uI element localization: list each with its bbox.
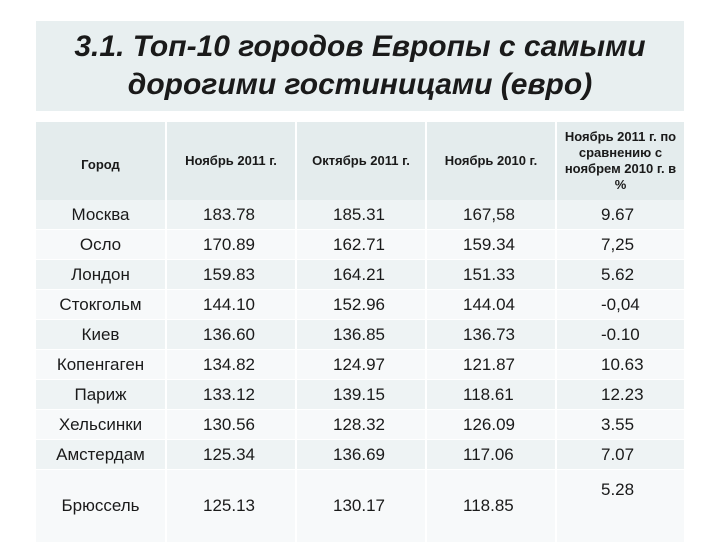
nov-2011-cell: 125.13 <box>166 469 297 543</box>
nov-2010-cell: 121.87 <box>426 349 557 380</box>
table-row: Осло 170.89 162.71 159.34 7,25 <box>36 229 684 260</box>
city-cell: Париж <box>36 379 167 410</box>
oct-2011-cell: 128.32 <box>296 409 427 440</box>
oct-2011-cell: 185.31 <box>296 200 427 230</box>
table-row: Москва 183.78 185.31 167,58 9.67 <box>36 200 684 230</box>
city-cell: Амстердам <box>36 439 167 470</box>
nov-2010-cell: 159.34 <box>426 229 557 260</box>
header-nov-2011: Ноябрь 2011 г. <box>166 122 297 200</box>
nov-2010-cell: 118.85 <box>426 469 557 543</box>
nov-2010-cell: 167,58 <box>426 200 557 230</box>
change-cell: 3.55 <box>556 409 684 440</box>
table-row: Брюссель 125.13 130.17 118.85 5.28 <box>36 469 684 543</box>
oct-2011-cell: 136.69 <box>296 439 427 470</box>
nov-2010-cell: 126.09 <box>426 409 557 440</box>
oct-2011-cell: 139.15 <box>296 379 427 410</box>
slide-title-line-1: 3.1. Топ-10 городов Европы с самыми <box>74 30 646 63</box>
oct-2011-cell: 124.97 <box>296 349 427 380</box>
nov-2011-cell: 170.89 <box>166 229 297 260</box>
header-nov-2010: Ноябрь 2010 г. <box>426 122 557 200</box>
oct-2011-cell: 130.17 <box>296 469 427 543</box>
city-cell: Лондон <box>36 259 167 290</box>
oct-2011-cell: 136.85 <box>296 319 427 350</box>
oct-2011-cell: 164.21 <box>296 259 427 290</box>
table-row: Копенгаген 134.82 124.97 121.87 10.63 <box>36 349 684 380</box>
nov-2011-cell: 130.56 <box>166 409 297 440</box>
table-row: Лондон 159.83 164.21 151.33 5.62 <box>36 259 684 290</box>
table-row: Хельсинки 130.56 128.32 126.09 3.55 <box>36 409 684 440</box>
oct-2011-cell: 162.71 <box>296 229 427 260</box>
table-header-row: Город Ноябрь 2011 г. Октябрь 2011 г. Ноя… <box>36 122 684 200</box>
table-row: Киев 136.60 136.85 136.73 -0.10 <box>36 319 684 350</box>
city-cell: Стокгольм <box>36 289 167 320</box>
city-cell: Брюссель <box>36 469 167 543</box>
nov-2010-cell: 144.04 <box>426 289 557 320</box>
table-row: Амстердам 125.34 136.69 117.06 7.07 <box>36 439 684 470</box>
city-cell: Копенгаген <box>36 349 167 380</box>
nov-2010-cell: 151.33 <box>426 259 557 290</box>
header-oct-2011: Октябрь 2011 г. <box>296 122 427 200</box>
nov-2010-cell: 117.06 <box>426 439 557 470</box>
nov-2011-cell: 133.12 <box>166 379 297 410</box>
nov-2010-cell: 136.73 <box>426 319 557 350</box>
header-city: Город <box>36 122 167 200</box>
hotel-prices-table-container: Город Ноябрь 2011 г. Октябрь 2011 г. Ноя… <box>36 122 684 543</box>
nov-2011-cell: 134.82 <box>166 349 297 380</box>
city-cell: Киев <box>36 319 167 350</box>
change-cell: 7,25 <box>556 229 684 260</box>
change-cell: 10.63 <box>556 349 684 380</box>
nov-2011-cell: 159.83 <box>166 259 297 290</box>
city-cell: Осло <box>36 229 167 260</box>
change-cell: 9.67 <box>556 200 684 230</box>
oct-2011-cell: 152.96 <box>296 289 427 320</box>
change-cell: -0.10 <box>556 319 684 350</box>
nov-2010-cell: 118.61 <box>426 379 557 410</box>
nov-2011-cell: 144.10 <box>166 289 297 320</box>
change-cell: 5.62 <box>556 259 684 290</box>
nov-2011-cell: 125.34 <box>166 439 297 470</box>
header-change-percent: Ноябрь 2011 г. по сравнению с ноябрем 20… <box>556 122 684 200</box>
hotel-prices-table: Город Ноябрь 2011 г. Октябрь 2011 г. Ноя… <box>36 122 684 543</box>
table-row: Париж 133.12 139.15 118.61 12.23 <box>36 379 684 410</box>
slide-title: 3.1. Топ-10 городов Европы с самыми доро… <box>74 28 645 104</box>
nov-2011-cell: 183.78 <box>166 200 297 230</box>
city-cell: Хельсинки <box>36 409 167 440</box>
nov-2011-cell: 136.60 <box>166 319 297 350</box>
city-cell: Москва <box>36 200 167 230</box>
change-cell: -0,04 <box>556 289 684 320</box>
table-row: Стокгольм 144.10 152.96 144.04 -0,04 <box>36 289 684 320</box>
change-cell: 12.23 <box>556 379 684 410</box>
change-cell: 7.07 <box>556 439 684 470</box>
slide-title-box: 3.1. Топ-10 городов Европы с самыми доро… <box>36 21 684 111</box>
change-cell: 5.28 <box>556 469 684 543</box>
slide-title-line-2: дорогими гостиницами (евро) <box>127 68 593 101</box>
